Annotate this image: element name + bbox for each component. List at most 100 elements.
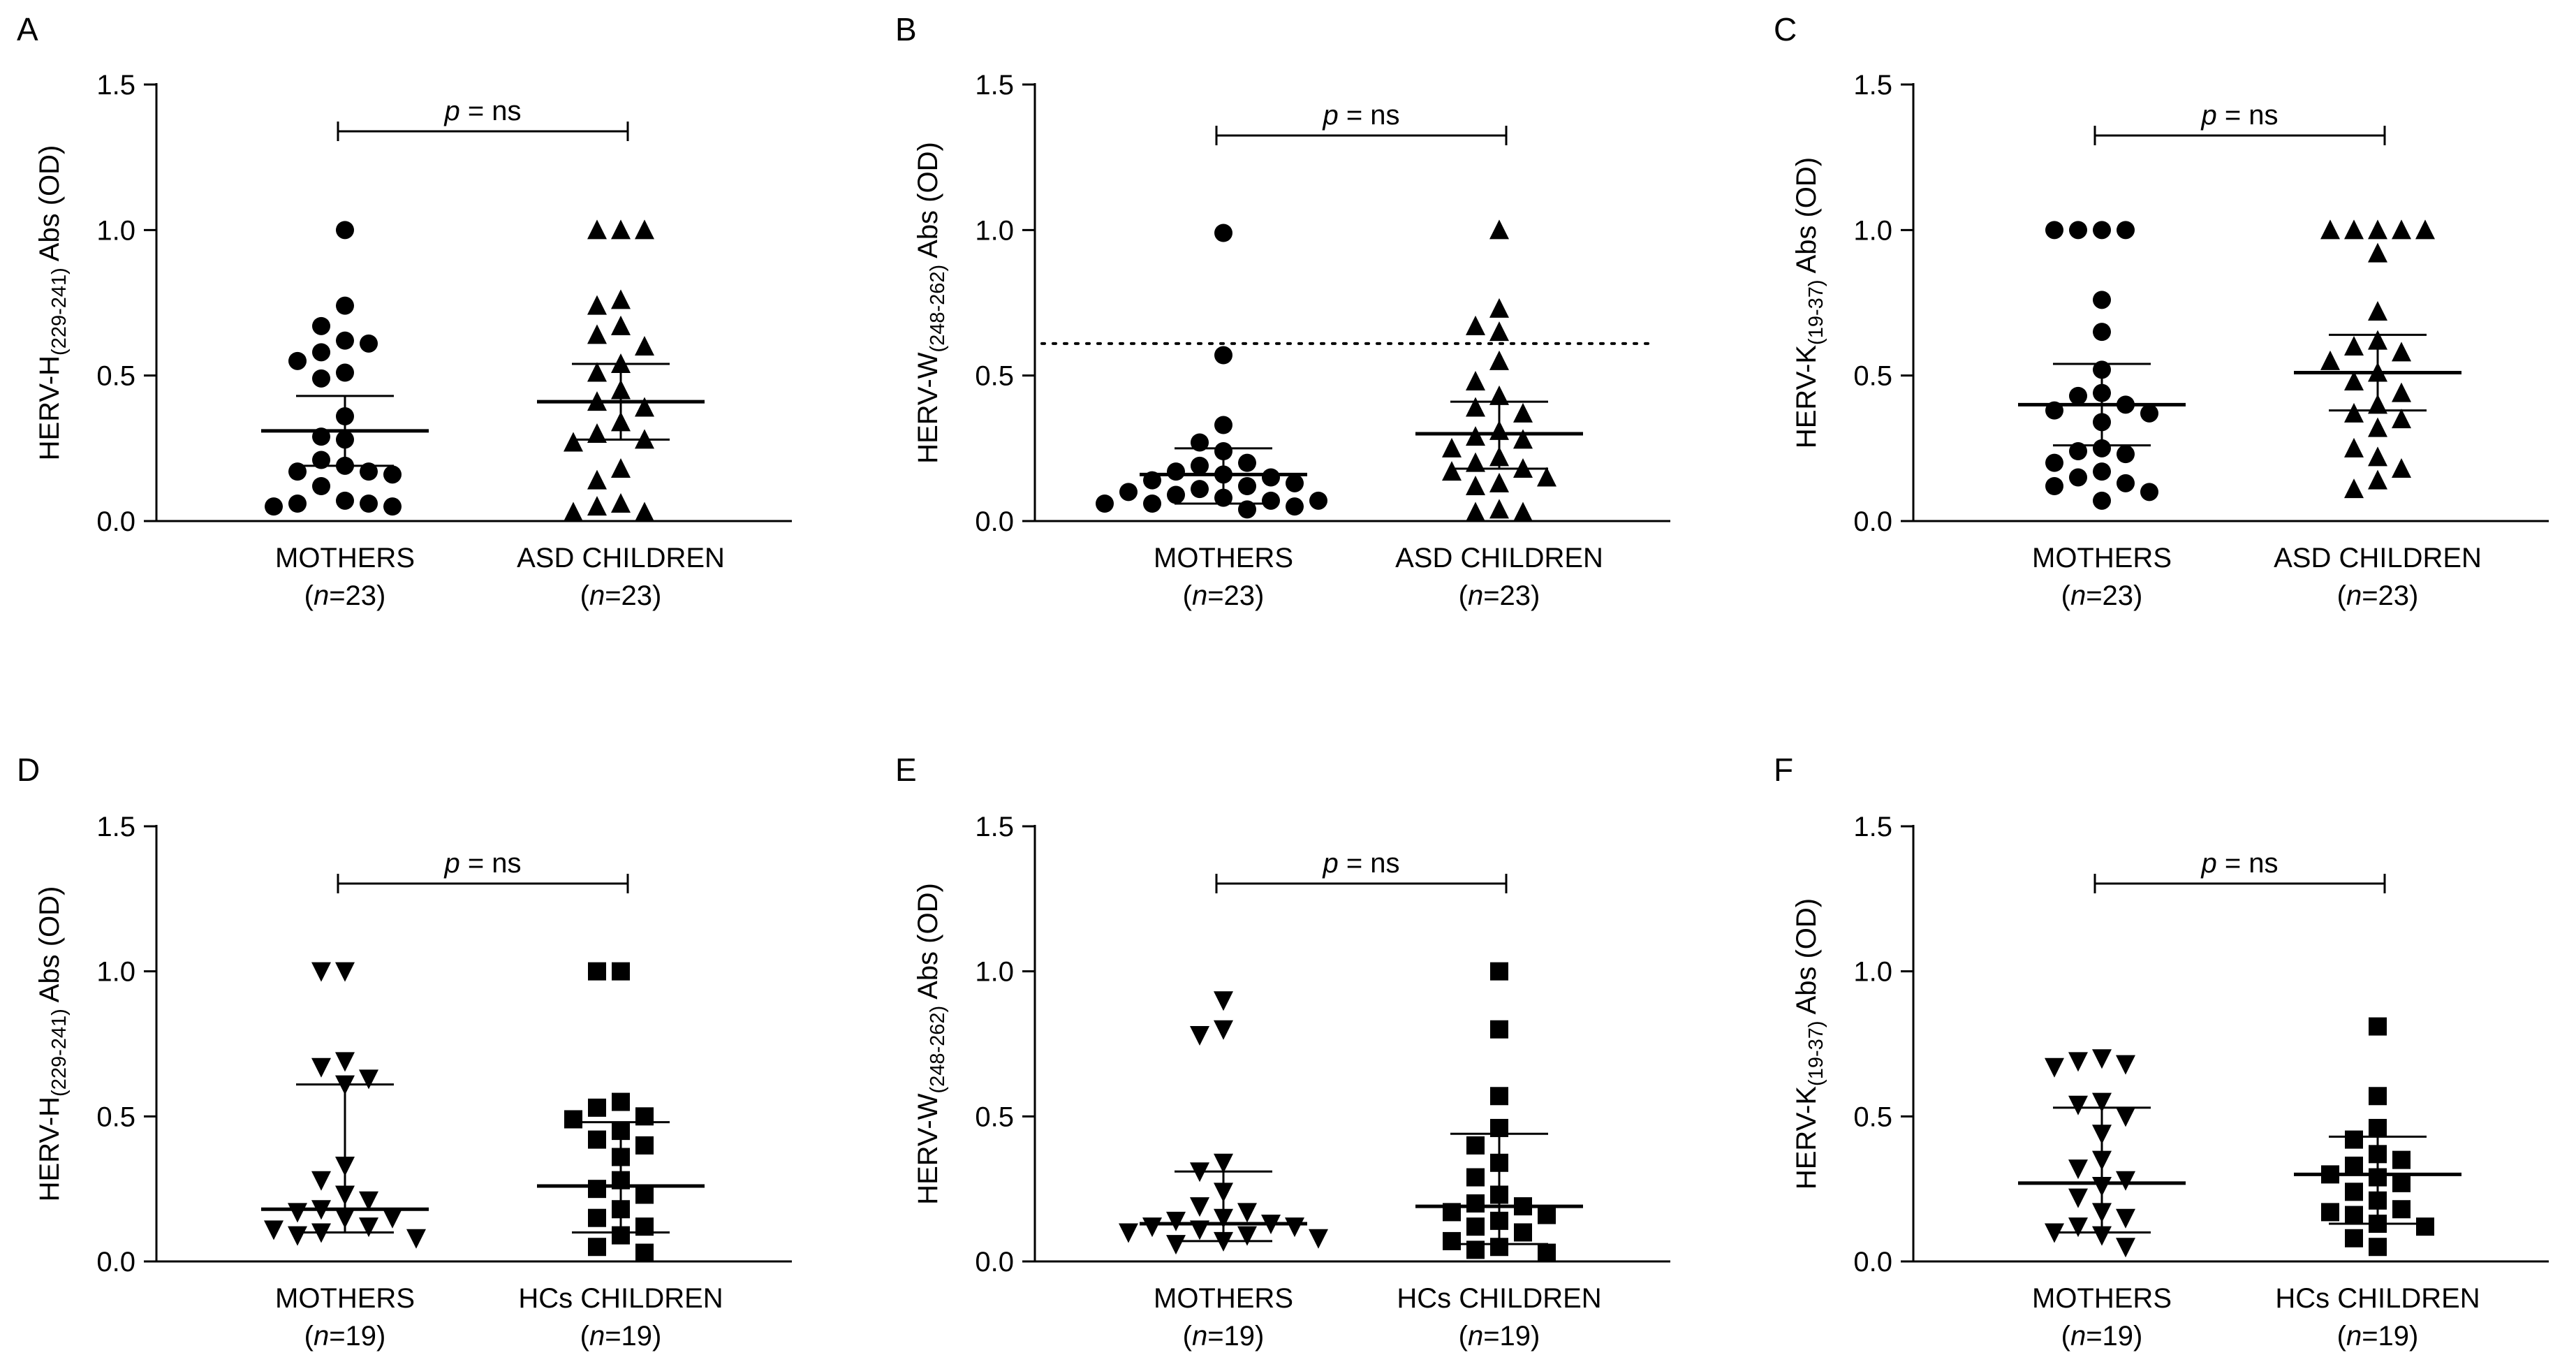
panel-d: D 0.0 0.5 1.0 1.5 HERV-H(229-241) Abs (OD) MOT… [17,752,792,1352]
y-tick-label: 1.0 [96,957,135,988]
data-point [2045,221,2063,240]
data-point [588,1098,606,1117]
data-point [1143,495,1161,513]
data-point [1190,1026,1209,1046]
data-point [2368,417,2387,437]
y-tick-label: 0.5 [975,361,1014,392]
data-point [2116,1171,2135,1191]
data-point [359,1191,378,1211]
data-point [1262,468,1280,487]
data-point [2368,469,2387,490]
data-point [1538,1243,1556,1262]
data-point [612,1092,630,1111]
data-point [1466,476,1485,495]
data-point [2344,437,2364,457]
data-point [1286,474,1304,492]
data-point [1214,416,1232,434]
series-children [537,962,705,1262]
data-point [612,962,630,981]
y-tick-label: 1.5 [1853,70,1892,101]
data-point [1489,350,1509,370]
significance-label: p = ns [2200,100,2278,131]
series-mothers [261,221,429,516]
data-point [2345,1229,2363,1247]
data-point [2093,291,2111,309]
data-point [2392,1200,2411,1219]
category-label: ASD CHILDREN [517,543,725,573]
data-point [288,351,307,370]
data-point [2116,1107,2135,1127]
data-point [2092,1049,2112,1069]
data-point [312,451,330,469]
series-children [1415,219,1583,522]
data-point [588,1238,606,1257]
data-point [611,219,631,240]
data-point [2116,1238,2135,1258]
data-point [2140,483,2158,502]
category-label: ASD CHILDREN [2274,543,2482,573]
y-tick-label: 0.0 [96,1247,135,1278]
data-point [360,462,378,481]
data-point [1119,1223,1138,1243]
data-point [587,362,607,382]
data-point [2069,221,2087,240]
data-point [1309,491,1327,510]
category-n-label: (n=23) [2337,580,2419,611]
data-point [2117,445,2135,464]
data-point [1119,483,1138,502]
y-tick-label: 1.0 [1853,957,1892,988]
data-point [2344,371,2364,390]
data-point [2093,439,2111,457]
y-tick-label: 0.0 [96,506,135,537]
data-point [2093,221,2111,240]
data-point [1466,1168,1485,1187]
data-point [288,1203,307,1223]
data-point [2392,1173,2411,1192]
data-point [587,219,607,240]
data-point [2068,1052,2088,1072]
data-point [1191,480,1209,499]
data-point [635,1243,654,1262]
data-point [564,1110,582,1129]
data-point [311,1171,331,1191]
data-point [359,1217,378,1238]
series-children [1415,962,1583,1262]
data-point [2392,342,2411,362]
data-point [1191,456,1209,475]
data-point [2045,1057,2064,1078]
data-point [288,495,307,513]
data-point [2068,1217,2088,1238]
data-point [2392,219,2411,240]
data-point [2344,402,2364,423]
data-point [2344,336,2364,356]
category-n-label: (n=19) [2061,1321,2143,1352]
data-point [2093,491,2111,510]
data-point [2117,221,2135,240]
data-point [2116,1055,2135,1075]
category-n-label: (n=23) [1183,580,1265,611]
significance-label: p = ns [443,848,521,879]
y-tick-label: 1.5 [96,70,135,101]
data-point [2392,1150,2411,1169]
data-point [635,1136,654,1155]
data-point [336,331,354,350]
data-point [2344,219,2364,240]
data-point [2117,474,2135,492]
y-tick-label: 1.0 [975,957,1014,988]
data-point [2140,404,2158,423]
data-point [1238,477,1256,495]
data-point [1442,437,1462,457]
data-point [564,502,583,522]
data-point [2092,1226,2112,1246]
data-point [588,1130,606,1149]
significance-label: p = ns [2200,848,2278,879]
data-point [2116,1208,2135,1229]
category-label: MOTHERS [275,1283,415,1314]
y-tick-label: 0.0 [1853,1247,1892,1278]
data-point [312,477,330,495]
data-point [2093,323,2111,342]
data-point [2415,219,2435,240]
data-point [1537,467,1556,487]
data-point [288,1226,307,1246]
data-point [1096,495,1114,513]
